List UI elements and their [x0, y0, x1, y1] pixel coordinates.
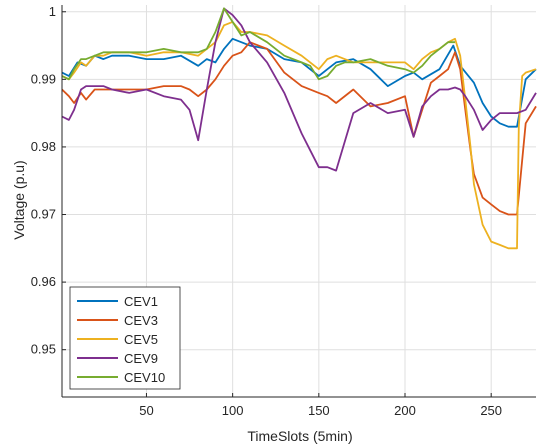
legend-label-cev1: CEV1 [124, 294, 158, 309]
legend-label-cev5: CEV5 [124, 332, 158, 347]
y-tick-label: 0.98 [31, 139, 56, 154]
tick-labels: 50 100 150 200 250 0.95 0.96 0.97 0.98 0.99 1 [31, 4, 502, 418]
axes [61, 5, 536, 398]
y-tick-label: 0.96 [31, 274, 56, 289]
legend-label-cev10: CEV10 [124, 370, 165, 385]
x-tick-label: 250 [480, 403, 502, 418]
x-tick-label: 50 [139, 403, 153, 418]
y-tick-label: 1 [49, 4, 56, 19]
y-tick-label: 0.95 [31, 342, 56, 357]
x-tick-label: 100 [222, 403, 244, 418]
y-tick-label: 0.99 [31, 71, 56, 86]
legend-label-cev9: CEV9 [124, 351, 158, 366]
x-axis-label: TimeSlots (5min) [247, 428, 352, 444]
x-tick-label: 150 [308, 403, 330, 418]
series-line-cev10 [61, 7, 455, 81]
legend-label-cev3: CEV3 [124, 313, 158, 328]
y-tick-label: 0.97 [31, 207, 56, 222]
x-tick-label: 200 [394, 403, 416, 418]
legend: CEV1 CEV3 CEV5 CEV9 CEV10 [69, 286, 181, 390]
y-axis-label: Voltage (p.u) [11, 160, 27, 239]
series-line-cev9 [61, 7, 537, 172]
series-layer [61, 7, 537, 250]
